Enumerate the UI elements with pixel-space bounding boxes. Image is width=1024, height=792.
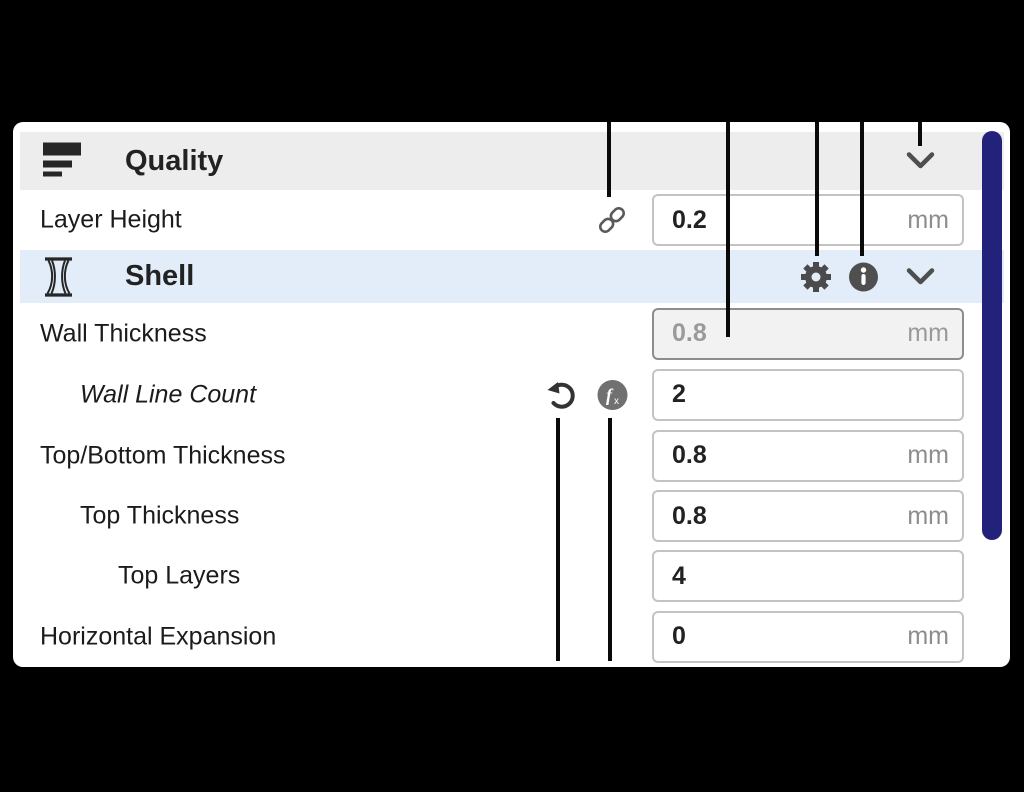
top-thickness-value: 0.8 bbox=[672, 501, 707, 530]
info-icon[interactable] bbox=[848, 261, 879, 292]
function-icon[interactable]: f x bbox=[597, 379, 628, 410]
chevron-down-icon[interactable] bbox=[905, 152, 936, 171]
setting-row-horizontal-expansion: Horizontal Expansion 0 mm bbox=[13, 606, 1010, 667]
shell-icon bbox=[43, 256, 74, 297]
setting-label: Top Layers bbox=[118, 561, 241, 590]
chevron-down-icon[interactable] bbox=[905, 267, 936, 286]
settings-panel: Quality Layer Height 0.2 mm bbox=[13, 122, 1010, 667]
setting-label: Layer Height bbox=[40, 205, 182, 234]
setting-label: Wall Thickness bbox=[40, 319, 207, 347]
layer-height-value: 0.2 bbox=[672, 205, 707, 234]
section-title-quality: Quality bbox=[125, 144, 224, 177]
section-header-shell[interactable]: Shell bbox=[20, 250, 1004, 303]
top-bottom-thickness-value: 0.8 bbox=[672, 441, 707, 469]
top-thickness-input[interactable]: 0.8 mm bbox=[652, 490, 964, 542]
wall-thickness-input: 0.8 mm bbox=[652, 307, 964, 360]
top-layers-value: 4 bbox=[672, 561, 686, 590]
callout-line-info-icon bbox=[860, 122, 864, 256]
callout-line-wall-thickness-field bbox=[726, 122, 730, 337]
setting-row-layer-height: Layer Height 0.2 mm bbox=[13, 190, 1010, 250]
setting-row-wall-line-count: Wall Line Count f x 2 bbox=[13, 364, 1010, 425]
wall-thickness-value: 0.8 bbox=[672, 319, 707, 347]
horizontal-expansion-value: 0 bbox=[672, 622, 686, 650]
layer-height-input[interactable]: 0.2 mm bbox=[652, 194, 964, 246]
horizontal-expansion-input[interactable]: 0 mm bbox=[652, 610, 964, 663]
revert-icon[interactable] bbox=[545, 379, 576, 410]
top-layers-input[interactable]: 4 bbox=[652, 550, 964, 602]
gear-icon[interactable] bbox=[799, 260, 833, 294]
scrollbar-thumb[interactable] bbox=[982, 131, 1002, 540]
setting-label: Wall Line Count bbox=[80, 380, 257, 408]
top-thickness-unit: mm bbox=[907, 501, 949, 530]
setting-label: Horizontal Expansion bbox=[40, 622, 277, 650]
wall-line-count-value: 2 bbox=[672, 380, 686, 408]
layer-height-unit: mm bbox=[907, 205, 949, 234]
top-bottom-thickness-unit: mm bbox=[907, 441, 949, 469]
top-bottom-thickness-input[interactable]: 0.8 mm bbox=[652, 429, 964, 482]
setting-row-top-thickness: Top Thickness 0.8 mm bbox=[13, 486, 1010, 546]
svg-text:x: x bbox=[614, 396, 619, 407]
setting-row-top-layers: Top Layers 4 bbox=[13, 546, 1010, 606]
link-icon bbox=[595, 203, 629, 237]
setting-row-wall-thickness: Wall Thickness 0.8 mm bbox=[13, 303, 1010, 364]
svg-text:f: f bbox=[606, 385, 614, 405]
wall-thickness-unit: mm bbox=[907, 319, 949, 347]
callout-line-link-icon bbox=[607, 122, 611, 197]
quality-layers-icon bbox=[43, 142, 83, 180]
section-title-shell: Shell bbox=[125, 260, 195, 292]
callout-line-revert-icon bbox=[556, 418, 560, 661]
callout-line-gear-icon bbox=[815, 122, 819, 256]
callout-line-function-icon bbox=[608, 418, 612, 661]
setting-label: Top/Bottom Thickness bbox=[40, 441, 286, 469]
section-header-quality[interactable]: Quality bbox=[20, 132, 1004, 190]
callout-line-chevron-icon bbox=[918, 122, 922, 146]
wall-line-count-input[interactable]: 2 bbox=[652, 368, 964, 421]
setting-label: Top Thickness bbox=[80, 501, 240, 530]
setting-row-top-bottom-thickness: Top/Bottom Thickness 0.8 mm bbox=[13, 425, 1010, 486]
horizontal-expansion-unit: mm bbox=[907, 622, 949, 650]
